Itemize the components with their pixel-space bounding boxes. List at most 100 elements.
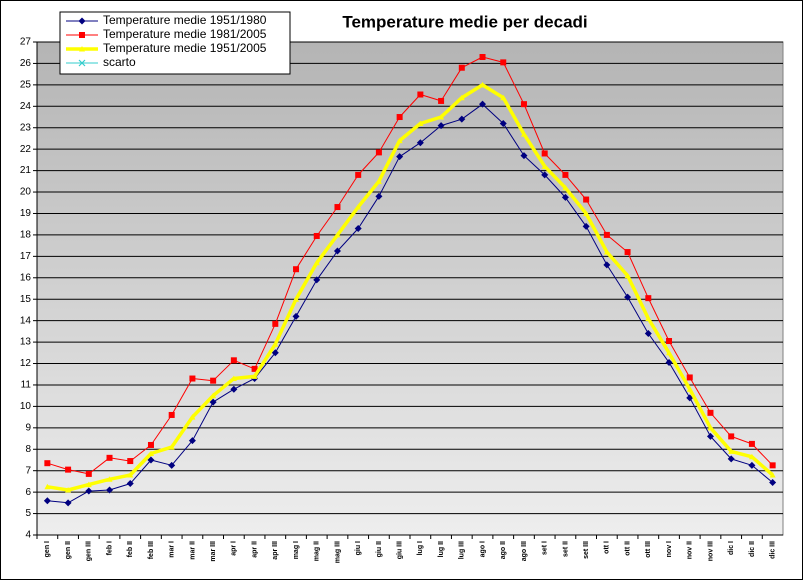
x-tick-label: mag I [293, 541, 300, 559]
marker [333, 247, 341, 255]
marker [168, 444, 175, 450]
x-tick-label: lug II [438, 541, 445, 557]
marker [583, 196, 590, 203]
series-line [47, 103, 773, 504]
x-tick-label: mag III [334, 541, 341, 563]
x-tick-label: mag II [314, 541, 321, 561]
y-tick-label: 21 [20, 165, 32, 176]
marker [44, 460, 51, 467]
marker [396, 137, 403, 144]
marker [727, 455, 735, 463]
y-tick-label: 4 [25, 530, 31, 541]
marker [686, 386, 693, 392]
marker [520, 131, 527, 137]
marker [417, 120, 424, 126]
x-tick-label: set I [542, 541, 549, 555]
marker [79, 32, 85, 38]
marker [354, 224, 362, 232]
marker [603, 261, 611, 269]
marker [147, 441, 154, 448]
y-tick-label: 22 [20, 144, 32, 155]
y-tick-label: 20 [20, 187, 32, 198]
chart-title: Temperature medie per decadi [342, 12, 587, 31]
marker [230, 385, 238, 393]
marker [64, 499, 72, 507]
legend-label: Temperature medie 1951/1980 [103, 13, 267, 27]
x-tick-label: giu III [396, 541, 403, 559]
legend-label: Temperature medie 1981/2005 [103, 27, 267, 41]
marker [645, 315, 652, 322]
x-tick-label: apr III [272, 541, 279, 560]
marker [438, 97, 445, 104]
marker [85, 470, 92, 477]
marker [210, 377, 217, 384]
marker [707, 424, 714, 431]
marker [499, 119, 507, 127]
marker [666, 338, 673, 345]
y-tick-label: 15 [20, 294, 32, 305]
marker [85, 481, 92, 488]
y-tick-label: 9 [25, 422, 31, 433]
marker [500, 59, 507, 66]
x-tick-label: gen III [86, 541, 93, 561]
marker [127, 471, 134, 478]
marker [396, 114, 403, 121]
x-tick-label: giu II [376, 541, 383, 557]
y-tick-label: 11 [21, 380, 32, 391]
x-tick-label: ott I [604, 541, 611, 554]
series-line [47, 56, 773, 475]
marker [769, 478, 777, 486]
x-tick-label: ago III [521, 541, 528, 561]
marker [479, 54, 486, 61]
marker [168, 461, 176, 469]
marker [624, 249, 631, 256]
marker [210, 392, 217, 399]
marker [645, 295, 652, 302]
marker [79, 46, 85, 52]
marker [624, 272, 631, 279]
marker [479, 81, 486, 88]
marker [769, 471, 776, 478]
marker [293, 296, 300, 302]
y-tick-label: 10 [20, 401, 32, 412]
marker [209, 398, 217, 406]
marker [375, 149, 382, 156]
x-tick-label: ott II [624, 541, 631, 556]
marker [293, 266, 300, 273]
marker [230, 375, 237, 382]
marker [707, 409, 714, 416]
marker [230, 357, 237, 364]
marker [644, 330, 652, 338]
y-tick-label: 26 [20, 58, 32, 69]
marker [106, 454, 113, 461]
marker [541, 163, 548, 169]
marker [189, 375, 196, 382]
marker [65, 466, 72, 473]
marker [665, 358, 673, 366]
x-tick-label: mar III [210, 541, 217, 562]
x-tick-label: apr II [251, 541, 258, 558]
x-tick-label: set II [562, 541, 569, 557]
x-tick-label: ago II [500, 541, 507, 559]
grid: 4 5 6 7 8 9 10 11 12 13 14 15 16 17 18 19 20 21 22 23 24 25 26… [20, 37, 783, 563]
marker [500, 94, 507, 101]
legend-label: Temperature medie 1951/2005 [103, 41, 267, 55]
x-tick-label: feb III [148, 541, 155, 559]
marker [334, 204, 341, 211]
y-tick-label: 16 [20, 272, 32, 283]
marker [189, 414, 196, 420]
legend-label: scarto [103, 55, 136, 69]
marker [728, 448, 735, 454]
y-tick-label: 6 [25, 487, 31, 498]
marker [583, 210, 590, 216]
x-tick-label: ago I [479, 541, 486, 557]
marker [748, 440, 755, 447]
marker [541, 150, 548, 157]
x-tick-label: dic III [769, 541, 776, 559]
y-tick-label: 27 [20, 37, 32, 48]
marker [188, 437, 196, 445]
x-tick-label: gen II [65, 541, 72, 559]
marker [126, 480, 134, 488]
